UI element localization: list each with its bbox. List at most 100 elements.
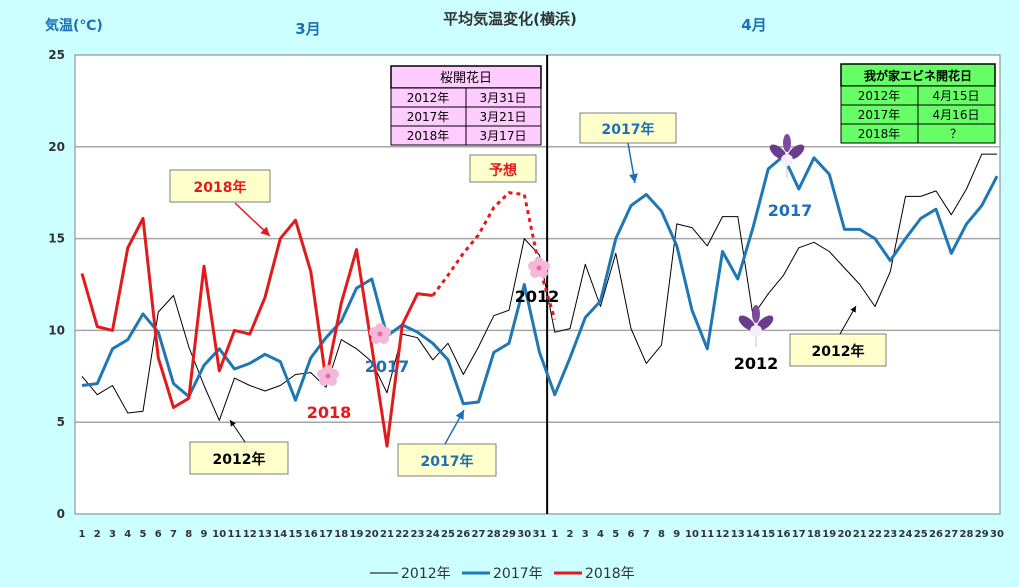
x-tick-label: 8 [658,529,665,540]
series-line-1 [81,154,999,406]
x-tick-label: 16 [777,529,791,540]
x-tick-label: 5 [612,529,619,540]
x-tick-label: 6 [155,529,162,540]
x-tick-label: 7 [643,529,650,540]
grid-lines [75,55,1000,514]
x-tick-label: 18 [807,529,821,540]
legend-label-2018: 2018年 [585,566,635,582]
x-tick-label: 15 [289,529,303,540]
x-tick-label: 12 [716,529,730,540]
x-tick-label: 16 [304,529,318,540]
x-tick-label: 9 [673,529,680,540]
x-tick-label: 20 [838,529,852,540]
ebine-table-date: 4月16日 [933,108,980,122]
series-lines [80,153,999,448]
callout-2017-april-text: 2017年 [602,121,655,138]
ebine-table-date: 4月15日 [933,89,980,103]
x-tick-label: 28 [487,529,501,540]
x-tick-label: 17 [319,529,333,540]
series-line-2 [80,216,433,448]
flower-label-2018: 2018 [307,403,352,422]
callout-2017-march: 2017年 [397,409,497,477]
sakura-table-year: 2018年 [407,129,450,143]
x-tick-label: 25 [441,529,455,540]
ebine-orchid-icon-2017 [769,134,805,178]
x-tick-label: 20 [365,529,379,540]
x-tick-label: 13 [258,529,272,540]
callout-forecast: 予想 [469,154,537,183]
sakura-table-date: 3月31日 [480,91,527,105]
x-tick-label: 1 [79,529,86,540]
callout-2017-march-text: 2017年 [421,453,474,470]
x-tick-label: 30 [517,529,531,540]
x-tick-label: 22 [395,529,409,540]
ebine-table-year: 2018年 [858,127,901,141]
y-tick-label: 15 [48,232,65,246]
x-tick-label: 19 [350,529,364,540]
y-tick-label: 5 [57,415,65,429]
legend: 2012年 2017年 2018年 [370,566,635,582]
x-tick-label: 1 [551,529,558,540]
x-tick-label: 3 [582,529,589,540]
sakura-table-date: 3月21日 [480,110,527,124]
x-tick-label: 3 [109,529,116,540]
y-tick-label: 10 [48,323,65,337]
ebine-orchid-icon-2012 [738,305,774,347]
flower-label-2017-march: 2017 [365,357,410,376]
x-tick-label: 27 [472,529,486,540]
x-tick-label: 14 [273,529,287,540]
x-tick-label: 7 [170,529,177,540]
y-tick-label: 0 [57,507,65,521]
flower-label-2012-april: 2012 [734,354,779,373]
x-tick-label: 25 [914,529,928,540]
x-tick-label: 14 [746,529,760,540]
month-label-april: 4月 [741,16,766,34]
x-tick-label: 27 [944,529,958,540]
sakura-flower-icon-2018 [317,365,339,386]
x-tick-label: 22 [868,529,882,540]
x-tick-label: 19 [822,529,836,540]
x-tick-label: 24 [899,529,913,540]
x-tick-label: 10 [685,529,699,540]
callout-2018-top-text: 2018年 [194,179,247,196]
sakura-flower-icon-2017 [369,323,391,344]
x-tick-label: 24 [426,529,440,540]
x-tick-label: 23 [883,529,897,540]
month-label-march: 3月 [295,20,320,38]
y-axis-title: 気温(℃) [45,17,103,34]
x-tick-label: 11 [228,529,242,540]
x-tick-label: 9 [201,529,208,540]
y-tick-label: 20 [48,140,65,154]
sakura-table-year: 2017年 [407,110,450,124]
x-tick-label: 11 [700,529,714,540]
x-tick-label: 26 [456,529,470,540]
x-tick-label: 12 [243,529,257,540]
x-tick-label: 4 [124,529,131,540]
sakura-flower-icon-2012 [528,257,550,278]
x-tick-label: 28 [960,529,974,540]
callout-2012-april: 2012年 [789,305,887,367]
callout-forecast-text: 予想 [489,162,517,179]
x-tick-label: 4 [597,529,604,540]
x-tick-label: 26 [929,529,943,540]
sakura-table-year: 2012年 [407,91,450,105]
ebine-table-header: 我が家エビネ開花日 [864,68,972,83]
callout-2012-april-text: 2012年 [812,343,865,360]
x-tick-label: 23 [411,529,425,540]
x-tick-label: 6 [628,529,635,540]
legend-label-2012: 2012年 [401,566,451,582]
series-forecast-line-2 [431,191,557,320]
legend-label-2017: 2017年 [493,566,543,582]
ebine-table-year: 2012年 [858,89,901,103]
x-tick-label: 21 [380,529,394,540]
x-tick-label: 18 [334,529,348,540]
callout-2018-top: 2018年 [169,169,271,237]
x-tick-label: 29 [502,529,516,540]
ebine-table-date: ？ [950,127,962,141]
x-tick-label: 5 [140,529,147,540]
sakura-table-date: 3月17日 [480,129,527,143]
callout-2012-march-text: 2012年 [213,451,266,468]
x-tick-label: 13 [731,529,745,540]
